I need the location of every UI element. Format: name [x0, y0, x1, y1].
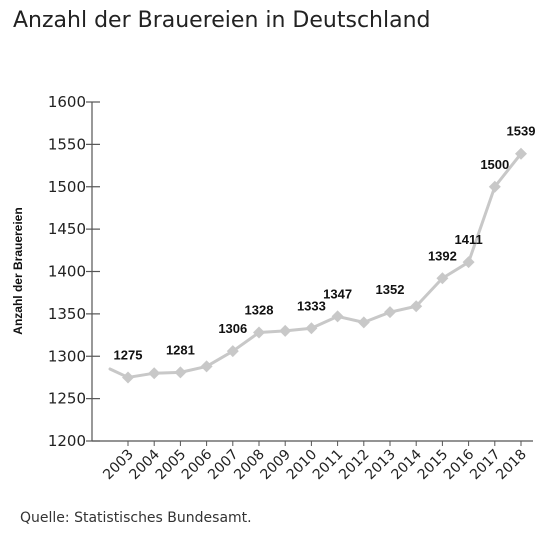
data-label: 1306 — [218, 321, 247, 336]
y-tick-label: 1450 — [48, 220, 86, 238]
data-point-marker — [357, 316, 370, 329]
y-tick-label: 1250 — [48, 390, 86, 408]
y-tick-label: 1350 — [48, 305, 86, 323]
data-label: 1347 — [323, 286, 352, 301]
data-point-marker — [200, 360, 213, 373]
data-label: 1352 — [376, 282, 405, 297]
y-tick-label: 1500 — [48, 178, 86, 196]
data-label: 1281 — [166, 342, 195, 357]
data-point-marker — [384, 306, 396, 319]
data-label: 1500 — [480, 157, 509, 172]
source-note: Quelle: Statistisches Bundesamt. — [20, 510, 252, 526]
y-tick-label: 1300 — [48, 347, 86, 365]
y-tick-label: 1400 — [48, 263, 86, 281]
data-point-marker — [253, 326, 265, 339]
data-point-marker — [410, 300, 423, 313]
axes: 1200125013001350140014501500155016002003… — [11, 93, 533, 483]
data-label: 1411 — [454, 232, 482, 247]
data-label: 1275 — [114, 347, 143, 362]
data-point-marker — [122, 371, 134, 384]
data-label: 1333 — [297, 298, 326, 313]
y-tick-label: 1200 — [48, 432, 86, 450]
chart-title: Anzahl der Brauereien in Deutschland — [13, 8, 431, 33]
data-point-marker — [515, 147, 527, 160]
data-point-marker — [148, 367, 161, 380]
x-tick-label: 2018 — [493, 447, 530, 484]
y-tick-label: 1600 — [48, 93, 86, 111]
data-point-marker — [174, 366, 187, 379]
data-label: 1328 — [245, 303, 274, 318]
data-point-marker — [331, 310, 344, 323]
data-point-marker — [226, 345, 239, 358]
data-point-marker — [462, 256, 475, 269]
data-label: 1392 — [428, 248, 457, 263]
y-axis-label: Anzahl der Brauereien — [11, 207, 25, 334]
data-point-marker — [279, 324, 292, 337]
data-point-marker — [488, 180, 501, 193]
series — [108, 147, 527, 384]
y-tick-label: 1550 — [48, 135, 86, 153]
data-point-marker — [436, 272, 449, 285]
data-label: 1539 — [507, 124, 536, 139]
data-point-marker — [305, 322, 318, 335]
